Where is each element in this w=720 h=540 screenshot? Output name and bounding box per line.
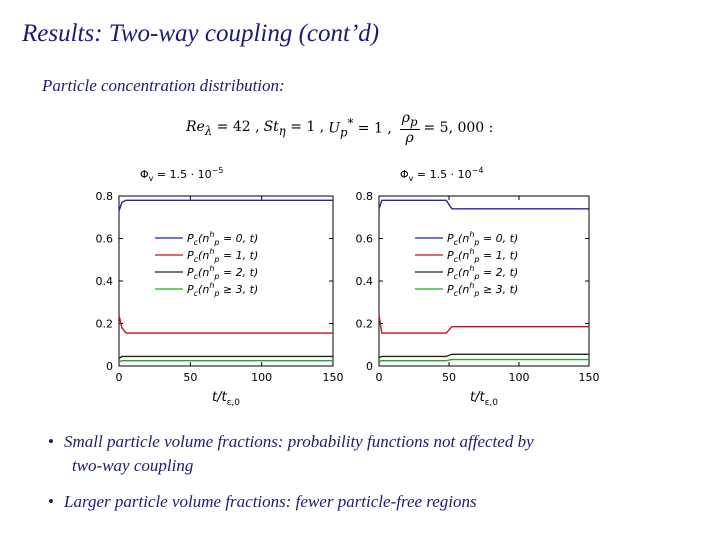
legend-label: Pc(nhp ≥ 3, t) <box>447 281 518 298</box>
y-tick-label: 0 <box>366 360 373 373</box>
series-line-blue <box>378 199 589 210</box>
x-axis-label: t/tε,0 <box>470 390 498 408</box>
series-line-red <box>118 314 333 334</box>
x-tick-label: 150 <box>323 371 344 384</box>
series-line-red <box>378 314 589 334</box>
bullet-1: • Small particle volume fractions: proba… <box>48 432 534 475</box>
chart-1: Φv = 1.5 · 10−5 0 0.2 0.4 0.6 0.8 0 50 100 150 t/t… <box>96 166 344 408</box>
legend-label: Pc(nhp = 2, t) <box>447 264 518 281</box>
plot-frame <box>378 195 590 367</box>
series-line-black <box>378 353 589 359</box>
chart-title: Φv = 1.5 · 10−5 <box>140 166 223 183</box>
x-axis-label: t/tε,0 <box>212 390 240 408</box>
chart-title: Φv = 1.5 · 10−4 <box>400 166 483 183</box>
x-tick-label: 100 <box>509 371 530 384</box>
slide-title: Results: Two-way coupling (cont’d) <box>22 20 380 47</box>
x-tick-label: 150 <box>579 371 600 384</box>
density-ratio: ρp ρ <box>399 109 420 147</box>
series-line-green <box>378 358 589 363</box>
bullet-list: • Small particle volume fractions: proba… <box>48 430 688 514</box>
y-tick-label: 0.6 <box>96 233 114 246</box>
legend-label: Pc(nhp = 1, t) <box>447 247 518 264</box>
stokes-term: Stη = 1 , <box>263 118 325 138</box>
velocity-term: Up* = 1 , <box>328 116 392 140</box>
legend-label: Pc(nhp ≥ 3, t) <box>187 281 258 298</box>
series-line-green <box>118 360 333 363</box>
legend-label: Pc(nhp = 1, t) <box>187 247 258 264</box>
reynolds-term: Reλ = 42 , <box>186 118 260 138</box>
legend-label: Pc(nhp = 0, t) <box>447 230 518 247</box>
y-tick-label: 0.8 <box>356 190 374 203</box>
parameter-equation: Reλ = 42 , Stη = 1 , Up* = 1 , ρp ρ = 5,… <box>186 108 493 148</box>
bullet-1-continuation: two-way coupling <box>72 456 194 475</box>
x-tick-label: 50 <box>442 371 456 384</box>
chart-2: Φv = 1.5 · 10−4 0 0.2 0.4 0.6 0.8 0 50 100 150 t/t… <box>356 166 600 408</box>
bullet-2: • Larger particle volume fractions: fewe… <box>48 492 477 511</box>
plot-frame <box>118 195 334 367</box>
series-line-black <box>118 355 333 360</box>
legend-label: Pc(nhp = 0, t) <box>187 230 258 247</box>
y-tick-label: 0.2 <box>96 318 114 331</box>
x-tick-label: 50 <box>183 371 197 384</box>
x-tick-label: 0 <box>376 371 383 384</box>
y-tick-label: 0.8 <box>96 190 114 203</box>
density-ratio-value: = 5, 000 : <box>423 120 494 136</box>
legend-label: Pc(nhp = 2, t) <box>187 264 258 281</box>
y-tick-label: 0.6 <box>356 233 374 246</box>
slide-subtitle: Particle concentration distribution: <box>42 76 285 95</box>
series-line-blue <box>118 199 333 212</box>
x-tick-label: 100 <box>251 371 272 384</box>
y-tick-label: 0.4 <box>96 275 114 288</box>
y-tick-label: 0 <box>106 360 113 373</box>
bullet-1-text: Small particle volume fractions: probabi… <box>64 432 534 451</box>
x-tick-label: 0 <box>116 371 123 384</box>
bullet-2-text: Larger particle volume fractions: fewer … <box>64 492 477 511</box>
y-tick-label: 0.4 <box>356 275 374 288</box>
y-tick-label: 0.2 <box>356 318 374 331</box>
